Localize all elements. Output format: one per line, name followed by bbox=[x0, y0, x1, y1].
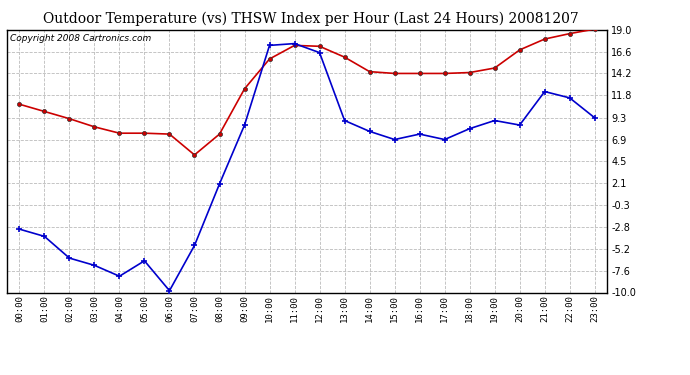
Text: Copyright 2008 Cartronics.com: Copyright 2008 Cartronics.com bbox=[10, 34, 151, 43]
Text: Outdoor Temperature (vs) THSW Index per Hour (Last 24 Hours) 20081207: Outdoor Temperature (vs) THSW Index per … bbox=[43, 11, 578, 26]
